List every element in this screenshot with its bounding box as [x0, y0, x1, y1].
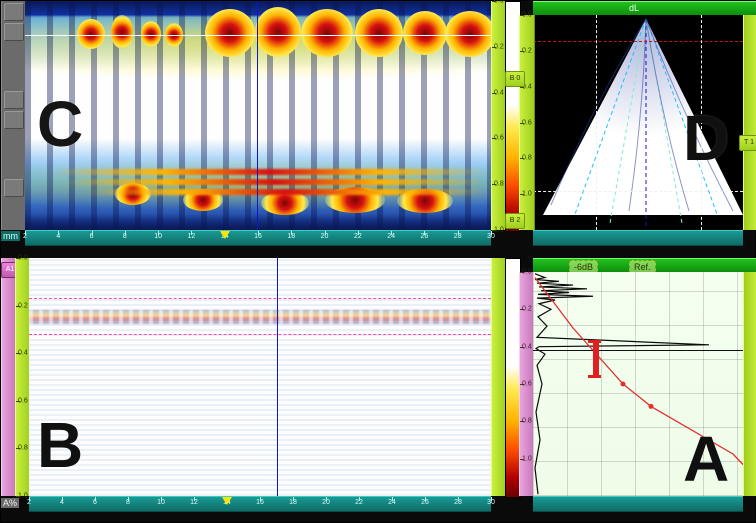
cscan-blob: [403, 11, 447, 55]
bscan-layer: [29, 310, 491, 324]
panel-letter-d: D: [683, 101, 729, 175]
ruler-depth-d[interactable]: 0.00.20.40.60.81.0: [519, 15, 535, 230]
sscan-cursor-v[interactable]: [596, 15, 597, 230]
cscan-blob: [111, 15, 133, 49]
cscan-blob: [355, 9, 403, 57]
panel-letter-c: C: [37, 87, 83, 161]
ruler-scan-b[interactable]: 24681012141618202224262830: [29, 496, 491, 512]
tool-btn-4[interactable]: [4, 111, 24, 129]
sscan-side-btn-r[interactable]: T 1: [739, 135, 756, 151]
panel-b-bscan[interactable]: B: [29, 258, 491, 496]
bscan-canvas[interactable]: [29, 258, 491, 496]
ascan-main-line: [533, 350, 743, 351]
app-root: C 0.00.20.40.60.81.0 mm 2468101214161820…: [0, 0, 756, 523]
panel-d-sscan[interactable]: D: [533, 15, 743, 230]
ruler-index-d[interactable]: [533, 230, 743, 246]
bscan-gate-top[interactable]: [29, 298, 491, 299]
cscan-blob: [205, 9, 255, 57]
bscan-gate-bot[interactable]: [29, 334, 491, 335]
sscan-side-btn[interactable]: B 0: [505, 71, 525, 87]
cscan-cursor-h[interactable]: [25, 35, 491, 36]
panel-c-cscan[interactable]: C: [25, 1, 491, 230]
tool-btn-1[interactable]: [4, 3, 24, 21]
ruler-cursor[interactable]: [220, 231, 230, 239]
ruler-time-a[interactable]: [533, 496, 743, 512]
tool-btn-5[interactable]: [4, 179, 24, 197]
panel-letter-b: B: [37, 408, 83, 482]
panel-a-ascan[interactable]: A: [533, 272, 743, 496]
cscan-blob: [301, 9, 353, 57]
sscan-cursor-h[interactable]: [533, 191, 743, 192]
cscan-canvas[interactable]: [25, 1, 491, 230]
cscan-stripe: [65, 179, 485, 185]
panel-letter-a: A: [683, 422, 729, 496]
ruler-depth-d-right[interactable]: [743, 15, 756, 230]
cscan-blob: [77, 19, 105, 49]
cscan-blob: [255, 7, 301, 57]
bscan-cursor-v[interactable]: [277, 258, 278, 496]
tool-btn-3[interactable]: [4, 91, 24, 109]
ascan-gate[interactable]: [593, 342, 599, 376]
cscan-stripe: [55, 169, 485, 175]
cscan-stripe: [85, 189, 485, 195]
ruler-cursor[interactable]: [222, 497, 232, 505]
cscan-blob: [445, 11, 495, 57]
sidebar-tools-top: [1, 1, 27, 230]
cscan-cursor-v[interactable]: [257, 1, 258, 230]
ruler-scan-c[interactable]: mm 24681012141618202224262830: [25, 230, 491, 246]
ruler-depth-a-right[interactable]: [743, 272, 756, 496]
tool-btn-2[interactable]: [4, 23, 24, 41]
sscan-cursor-h[interactable]: [533, 41, 743, 42]
sscan-side-btn[interactable]: B 2: [505, 213, 525, 229]
cscan-blob: [141, 21, 161, 47]
b-corner-label: A%: [1, 498, 19, 508]
panel-d-title: dL: [629, 3, 639, 13]
